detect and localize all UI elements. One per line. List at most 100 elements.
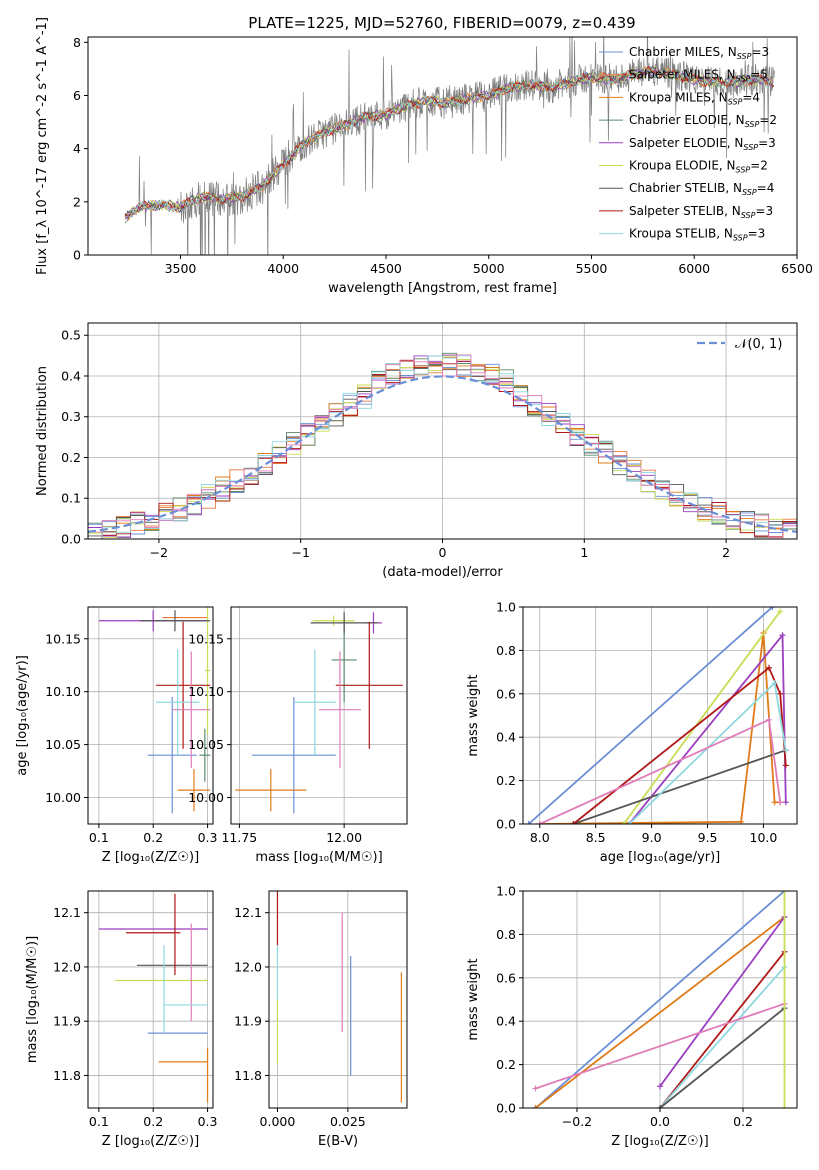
y-tick-label: 10.05 <box>45 737 81 752</box>
legend-label-sub: SSP <box>737 52 752 61</box>
x-tick-label: 4000 <box>267 261 299 276</box>
legend-label: Kroupa ELODIE, NSSP=2 <box>629 159 768 175</box>
y-axis-label: age [log₁₀(age/yr)] <box>15 655 30 776</box>
legend-label: Kroupa MILES, NSSP=4 <box>629 90 760 106</box>
observed-spectrum <box>124 37 775 255</box>
y-tick-label: 12.1 <box>53 905 81 920</box>
y-tick-label: 6 <box>73 88 81 103</box>
y-tick-label: 12.0 <box>53 959 81 974</box>
plot-area <box>124 37 775 255</box>
figure-title: PLATE=1225, MJD=52760, FIBERID=0079, z=0… <box>248 14 635 32</box>
y-tick-label: 0.5 <box>61 328 81 343</box>
legend-label: Salpeter ELODIE, NSSP=3 <box>629 136 776 152</box>
y-tick-label: 0.1 <box>61 491 81 506</box>
legend-label-text: Chabrier ELODIE, N <box>629 113 745 127</box>
x-tick-label: 1 <box>580 545 588 560</box>
y-tick-label: 12.0 <box>234 959 262 974</box>
panel-mass-weight-vs-age: 8.0 8.5 9.0 9.5 10.0 0.0 0.2 0.4 0.6 0.8 1.0 age [l… <box>466 600 798 865</box>
legend-label-text: Chabrier STELIB, N <box>629 181 742 195</box>
x-tick-label: 9.0 <box>642 830 662 845</box>
y-tick-label: 0.0 <box>496 1101 516 1116</box>
y-tick-label: 0.6 <box>496 686 516 701</box>
legend-label-text: Kroupa MILES, N <box>629 90 728 104</box>
y-tick-label: 0.4 <box>496 730 516 745</box>
weight-line <box>572 666 787 824</box>
legend-label: Chabrier ELODIE, NSSP=2 <box>629 113 777 129</box>
weight-line <box>534 916 786 1108</box>
x-axis-label: Z [log₁₀(Z/Z☉)] <box>611 1134 708 1149</box>
x-axis-label: mass [log₁₀(M/M☉)] <box>255 850 382 865</box>
y-tick-label: 10.15 <box>45 631 81 646</box>
y-tick-label: 10.10 <box>45 684 81 699</box>
legend-label-tail: =3 <box>748 227 766 241</box>
y-tick-label: 0.4 <box>61 368 81 383</box>
y-tick-label: 0.2 <box>61 450 81 465</box>
y-tick-label: 2 <box>73 194 81 209</box>
y-tick-label: 0.3 <box>61 409 81 424</box>
axes-frame <box>87 36 798 256</box>
legend-label-tail: =2 <box>750 159 768 173</box>
x-tick-label: 9.5 <box>698 830 718 845</box>
plot-area <box>525 607 789 824</box>
x-tick-label: 8.5 <box>586 830 606 845</box>
x-tick-label: 0.1 <box>89 1114 109 1129</box>
weight-line <box>659 1007 786 1108</box>
x-tick-label: 0.3 <box>198 1114 218 1129</box>
x-tick-label: −2 <box>150 545 168 560</box>
y-tick-label: 1.0 <box>496 600 516 615</box>
y-tick-label: 0.8 <box>496 643 516 658</box>
weight-line <box>535 1002 785 1090</box>
legend-label-sub: SSP <box>728 97 743 106</box>
legend-label-text: Salpeter STELIB, N <box>629 204 741 218</box>
y-tick-label: 11.8 <box>234 1068 262 1083</box>
legend-label: Chabrier STELIB, NSSP=4 <box>629 181 774 197</box>
legend-label-tail: =3 <box>751 45 769 59</box>
legend-label-tail: =5 <box>750 68 768 82</box>
weight-line <box>534 891 786 1108</box>
weight-line <box>659 966 786 1108</box>
y-tick-label: 10.10 <box>188 684 224 699</box>
legend-label-sub: SSP <box>736 75 751 84</box>
legend-label: 𝒩(0, 1) <box>735 337 782 352</box>
x-tick-label: 0.2 <box>733 1114 753 1129</box>
x-tick-label: 5000 <box>473 261 505 276</box>
y-axis-label: mass weight <box>466 674 481 756</box>
x-axis-label: age [log₁₀(age/yr)] <box>600 850 721 865</box>
model-line <box>124 65 774 218</box>
legend-label-sub: SSP <box>745 120 760 129</box>
y-tick-label: 0.4 <box>496 1014 516 1029</box>
x-tick-label: 0 <box>439 545 447 560</box>
x-tick-label: 2 <box>722 545 730 560</box>
legend-label: Chabrier MILES, NSSP=3 <box>629 45 769 61</box>
x-tick-label: 4500 <box>370 261 402 276</box>
panel-mass-vs-Z: 0.1 0.2 0.3 11.8 11.9 12.0 12.1 Z [log₁₀(Z/Z☉)]… <box>25 890 218 1149</box>
x-axis-label: Z [log₁₀(Z/Z☉)] <box>102 850 199 865</box>
y-tick-label: 0.6 <box>496 970 516 985</box>
x-axis-label: Z [log₁₀(Z/Z☉)] <box>102 1134 199 1149</box>
plot-area <box>532 891 788 1108</box>
y-tick-label: 10.00 <box>188 790 224 805</box>
x-tick-label: 5500 <box>576 261 608 276</box>
y-tick-label: 11.9 <box>53 1014 81 1029</box>
x-tick-label: 8.0 <box>530 830 550 845</box>
y-tick-label: 0.2 <box>496 773 516 788</box>
y-axis-label: mass weight <box>466 958 481 1040</box>
histogram-step <box>88 355 797 539</box>
legend-label-text: Kroupa ELODIE, N <box>629 159 736 173</box>
panel-age-vs-mass: 11.75 12.00 10.00 10.05 10.10 10.15 mass [log₁… <box>188 606 408 865</box>
legend: 𝒩(0, 1) <box>697 337 782 352</box>
panel-mass-vs-ebv: 0.000 0.025 11.8 11.9 12.0 12.1 E(B-V) <box>234 890 408 1149</box>
x-tick-label: 0.0 <box>650 1114 670 1129</box>
legend-label-text: Chabrier MILES, N <box>629 45 737 59</box>
x-tick-label: 0.1 <box>89 830 109 845</box>
y-tick-label: 10.15 <box>188 631 224 646</box>
axes-frame <box>522 606 798 825</box>
model-line <box>124 68 774 219</box>
legend-label-sub: SSP <box>743 143 758 152</box>
y-tick-label: 0.8 <box>496 927 516 942</box>
legend-label-sub: SSP <box>742 188 757 197</box>
y-axis-label: mass [log₁₀(M/M☉)] <box>25 936 40 1063</box>
y-tick-label: 4 <box>73 141 81 156</box>
legend-label-text: Salpeter MILES, N <box>629 68 736 82</box>
